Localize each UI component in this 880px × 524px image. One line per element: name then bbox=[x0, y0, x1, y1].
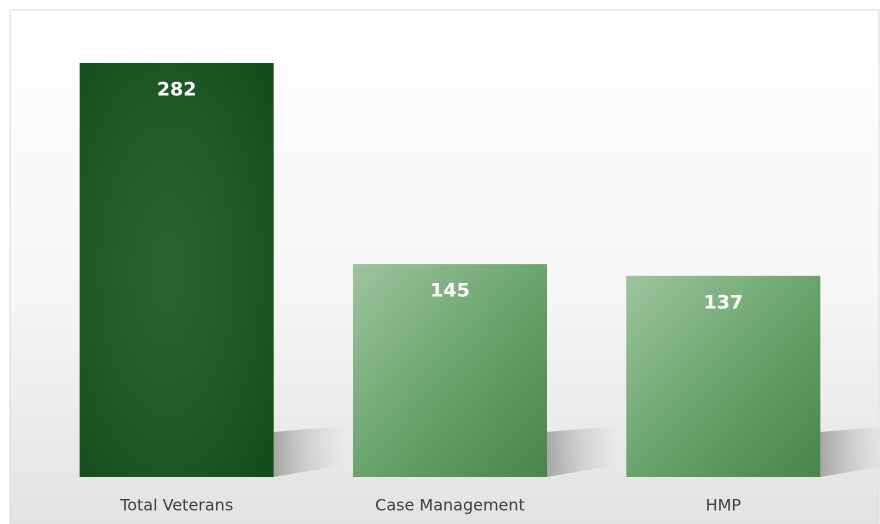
x-tick-label: HMP bbox=[706, 496, 742, 515]
x-tick-label: Case Management bbox=[375, 496, 525, 515]
bar-shadow bbox=[273, 426, 344, 477]
data-label: 137 bbox=[703, 291, 743, 313]
data-label: 145 bbox=[430, 280, 470, 302]
x-tick-label: Total Veterans bbox=[119, 496, 233, 515]
data-label: 282 bbox=[157, 79, 197, 101]
bar-shadow bbox=[820, 426, 880, 477]
bar-shadow bbox=[547, 426, 617, 477]
bar-shading bbox=[79, 63, 274, 477]
bar-shading bbox=[353, 264, 547, 477]
bar-shading bbox=[626, 275, 821, 477]
